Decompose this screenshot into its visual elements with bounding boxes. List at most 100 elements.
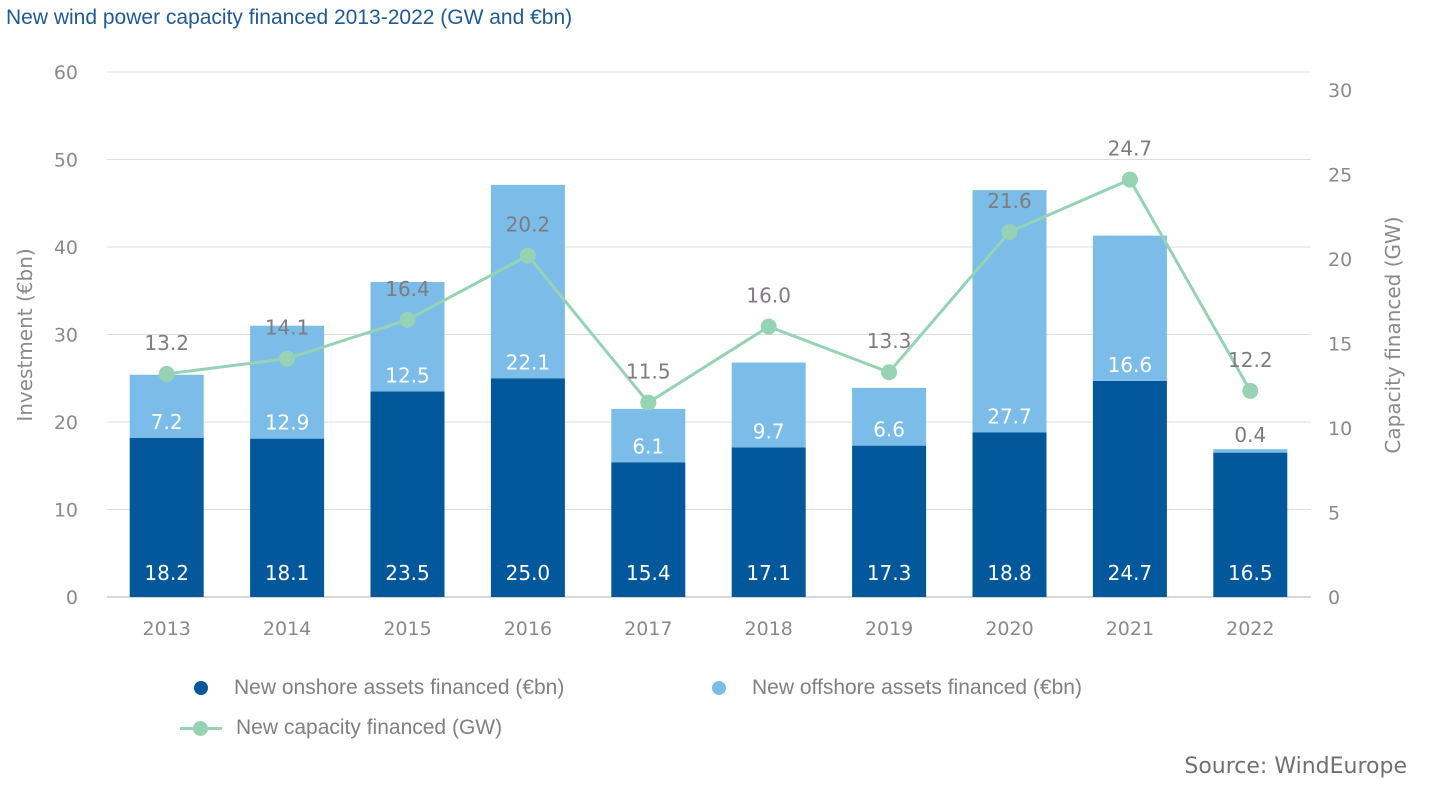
bar-onshore (250, 438, 325, 597)
capacity-point-label: 24.7 (1108, 137, 1153, 161)
y-tick-label: 10 (54, 500, 78, 522)
y-axis-right-ticks: 0 5 10 15 20 25 30 (1328, 80, 1352, 609)
x-tick-label: 2016 (504, 618, 552, 640)
capacity-point (760, 318, 777, 335)
bar-offshore (731, 362, 806, 448)
bar-offshore (250, 325, 325, 439)
bar-onshore (972, 432, 1047, 597)
capacity-line-path (166, 177, 1252, 405)
x-tick-label: 2013 (143, 618, 191, 640)
capacity-point-label: 14.1 (265, 316, 310, 340)
capacity-point (1001, 223, 1018, 240)
legend-item-capacity[interactable]: New capacity financed (GW) (180, 716, 502, 740)
source-note: Source: WindEurope (1184, 754, 1407, 779)
bar-onshore (731, 447, 806, 597)
y2-tick-label: 20 (1328, 249, 1352, 271)
capacity-point-label: 13.3 (867, 329, 912, 353)
capacity-point (1121, 171, 1138, 188)
x-tick-label: 2014 (263, 618, 311, 640)
x-tick-label: 2017 (624, 618, 672, 640)
y-tick-label: 20 (54, 412, 78, 434)
y2-tick-label: 10 (1328, 418, 1352, 440)
bar-onshore (129, 437, 204, 597)
y2-tick-label: 5 (1328, 503, 1340, 525)
x-tick-label: 2018 (745, 618, 793, 640)
capacity-point (279, 350, 296, 367)
x-tick-label: 2015 (383, 618, 431, 640)
bar-onshore-label: 24.7 (1108, 561, 1153, 585)
legend-capacity-line-marker-icon (180, 721, 222, 736)
y2-tick-label: 0 (1328, 587, 1340, 609)
bar-onshore-label: 25.0 (506, 561, 551, 585)
x-tick-label: 2020 (985, 618, 1033, 640)
capacity-point (1242, 382, 1259, 399)
capacity-point-label: 16.4 (385, 277, 430, 301)
y-tick-label: 50 (54, 150, 78, 172)
bars: 18.2 7.2 18.1 12.9 23.5 12.5 25.0 22.1 15.4 6.1 17… (129, 184, 1288, 597)
capacity-line: 13.2 14.1 16.4 20.2 11.5 16.0 13.3 21.6 24.7 12.2 (144, 137, 1273, 411)
capacity-point-label: 20.2 (506, 213, 551, 237)
bar-onshore (852, 445, 927, 597)
bar-onshore-label: 18.1 (265, 561, 310, 585)
y2-tick-label: 30 (1328, 80, 1352, 102)
bar-offshore-label: 6.6 (873, 418, 905, 442)
capacity-point (881, 364, 898, 381)
bar-offshore-label: 12.9 (265, 411, 310, 435)
chart-plot: 0 10 20 30 40 50 60 0 5 10 15 20 25 30 18.2 7.2 18.1 12… (13, 62, 1405, 640)
y-axis-left-title: Investment (€bn) (13, 248, 37, 421)
legend-onshore-label: New onshore assets financed (€bn) (234, 676, 565, 699)
y-tick-label: 40 (54, 237, 78, 259)
legend-item-onshore[interactable]: New onshore assets financed (€bn) (194, 676, 564, 700)
bar-offshore-label: 0.4 (1234, 423, 1266, 447)
bar-offshore-label: 27.7 (987, 405, 1032, 429)
bar-onshore-label: 18.8 (987, 561, 1032, 585)
bar-onshore-label: 18.2 (144, 561, 189, 585)
capacity-point (399, 311, 416, 328)
bar-onshore (370, 391, 445, 597)
bar-offshore (490, 184, 565, 379)
y2-tick-label: 15 (1328, 334, 1352, 356)
legend-item-offshore[interactable]: New offshore assets financed (€bn) (712, 676, 1082, 700)
capacity-point (158, 365, 175, 382)
y-tick-label: 0 (66, 587, 78, 609)
bar-offshore-label: 9.7 (753, 419, 785, 443)
bar-onshore (490, 378, 565, 597)
bar-offshore (129, 374, 204, 438)
capacity-point (519, 247, 536, 264)
bar-offshore-label: 7.2 (151, 410, 183, 434)
bar-onshore-label: 16.5 (1228, 561, 1273, 585)
bar-onshore (611, 462, 686, 597)
x-tick-label: 2022 (1226, 618, 1274, 640)
x-axis-ticks: 2013 2014 2015 2016 2017 2018 2019 2020 2021 2022 (143, 618, 1275, 640)
x-tick-label: 2021 (1106, 618, 1154, 640)
bar-offshore-label: 6.1 (632, 434, 664, 458)
capacity-point-label: 11.5 (626, 360, 671, 384)
bar-offshore-label: 16.6 (1108, 353, 1153, 377)
bar-offshore (1092, 235, 1167, 381)
y-tick-label: 30 (54, 325, 78, 347)
legend-onshore-marker-icon (194, 681, 208, 695)
capacity-point-label: 12.2 (1228, 348, 1273, 372)
y-tick-label: 60 (54, 62, 78, 84)
legend-offshore-marker-icon (712, 681, 726, 695)
bar-onshore-label: 23.5 (385, 561, 430, 585)
capacity-point-label: 13.2 (144, 331, 189, 355)
y-axis-right-title: Capacity financed (GW) (1381, 216, 1405, 453)
bar-offshore-label: 22.1 (506, 350, 551, 374)
x-tick-label: 2019 (865, 618, 913, 640)
capacity-point (640, 394, 657, 411)
y-axis-left-ticks: 0 10 20 30 40 50 60 (54, 62, 78, 609)
capacity-point-label: 16.0 (746, 284, 791, 308)
bar-offshore-label: 12.5 (385, 363, 430, 387)
bar-offshore (852, 387, 927, 446)
bar-onshore-label: 17.1 (746, 561, 791, 585)
bar-offshore (370, 282, 445, 392)
y2-tick-label: 25 (1328, 165, 1352, 187)
bar-onshore (1213, 452, 1288, 597)
bar-onshore (1092, 380, 1167, 597)
legend-offshore-label: New offshore assets financed (€bn) (752, 676, 1082, 699)
bar-onshore-label: 15.4 (626, 561, 671, 585)
bar-offshore (1213, 449, 1288, 453)
legend-capacity-label: New capacity financed (GW) (236, 716, 503, 739)
capacity-point-label: 21.6 (987, 189, 1032, 213)
